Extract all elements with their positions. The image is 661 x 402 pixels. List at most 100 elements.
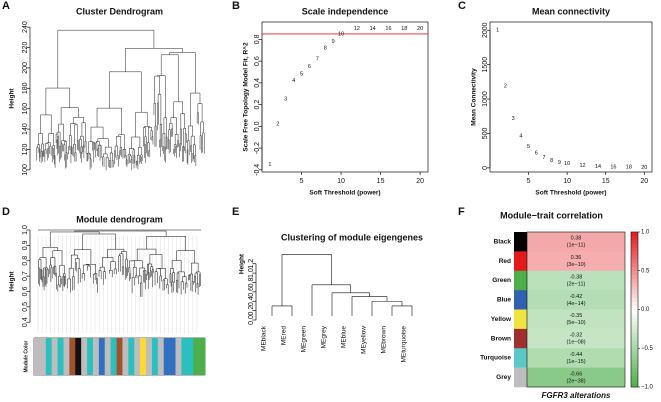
module-color (81, 338, 88, 375)
color-scale-step (631, 263, 638, 268)
row-label: Yellow (491, 316, 512, 323)
color-scale-label: 0.5 (641, 268, 650, 274)
color-scale-step (631, 278, 638, 283)
point-label: 16 (385, 26, 391, 32)
y-axis-label: Height (239, 253, 246, 274)
y-tick-label: 0.8 (22, 256, 29, 266)
point-label: 8 (324, 46, 327, 52)
point-label: 12 (580, 163, 586, 169)
y-tick-label: 0.6 (22, 287, 29, 297)
chart-title: Cluster Dendrogram (76, 6, 163, 16)
module-color (163, 338, 170, 375)
y-tick-label: 0.7 (22, 271, 29, 281)
module-color (34, 338, 41, 375)
module-color (104, 338, 111, 375)
leaf-label: MEblue (341, 326, 348, 348)
row-label: Grey (496, 374, 511, 381)
module-color (151, 338, 159, 375)
point-label: 3 (512, 116, 515, 122)
module-color (63, 338, 70, 375)
x-axis-label: Soft Threshold (power) (535, 190, 606, 197)
heat-cell (527, 290, 625, 310)
y-tick-label: 0.0 (248, 315, 255, 325)
module-color (169, 338, 176, 375)
color-scale-step (631, 356, 638, 361)
y-tick-label: 0.6 (248, 287, 255, 297)
module-color (116, 338, 123, 375)
color-scale-step (631, 340, 638, 345)
module-swatch (514, 309, 527, 330)
point-label: 14 (370, 26, 376, 32)
heat-cell (527, 348, 625, 368)
row-label: Blue (497, 297, 511, 304)
module-color (157, 338, 165, 375)
point-label: 18 (626, 165, 632, 171)
cell-value: -0.42 (570, 294, 583, 300)
color-scale-step (631, 282, 638, 287)
point-label: 12 (354, 26, 360, 32)
cell-value: -0.38 (570, 274, 583, 280)
module-color (146, 338, 153, 375)
point-label: 5 (300, 72, 303, 78)
color-scale-step (631, 274, 638, 279)
point-label: 16 (610, 164, 616, 170)
point-label: 4 (519, 134, 522, 140)
point-label: 4 (292, 78, 295, 84)
y-tick-label: 240 (22, 21, 29, 33)
color-scale-step (631, 328, 638, 334)
color-scale-label: −0.5 (641, 346, 654, 352)
point-label: 5 (527, 144, 530, 150)
module-color (110, 338, 117, 375)
cell-pvalue: (4e−14) (566, 301, 585, 307)
chart-title: Scale independence (302, 6, 389, 16)
y-tick-label: 2000 (482, 22, 489, 38)
module-color (175, 338, 182, 375)
point-label: 14 (595, 164, 601, 170)
point-label: 7 (316, 56, 319, 62)
y-tick-label: 500 (482, 128, 489, 140)
point-label: 2 (504, 83, 507, 89)
color-scale-step (631, 286, 638, 291)
panel-letter: A (2, 0, 10, 12)
color-bar-label: Module Color (23, 340, 29, 372)
module-color (187, 338, 194, 375)
cell-pvalue: (3e−10) (566, 262, 585, 268)
color-scale-step (631, 383, 638, 388)
leaf-label: MEbrown (381, 326, 388, 354)
color-scale-step (631, 352, 638, 357)
y-tick-label: -0.4 (254, 164, 261, 176)
panel-letter: D (2, 206, 10, 218)
y-tick-label: 0.6 (254, 56, 261, 66)
panel-letter: C (458, 0, 466, 12)
panel-letter: B (232, 0, 240, 12)
y-tick-label: 0.4 (254, 78, 261, 88)
cell-pvalue: (2e−11) (567, 281, 586, 287)
y-axis-label: Scale Free Topology Model Fit, R^2 (242, 42, 250, 152)
module-swatch (514, 270, 527, 291)
color-scale-step (631, 290, 638, 295)
y-tick-label: 1500 (482, 57, 489, 73)
y-tick-label: 0.4 (248, 296, 255, 306)
color-scale-step (631, 363, 638, 368)
y-axis-label: Height (9, 271, 16, 292)
x-axis-label: Soft Threshold (power) (309, 190, 380, 197)
panel-letter: E (232, 206, 239, 218)
point-label: 9 (558, 160, 561, 166)
x-tick-label: 10 (337, 178, 345, 185)
cell-value: -0.66 (570, 371, 583, 377)
module-color (87, 338, 94, 375)
module-swatch (514, 290, 527, 310)
leaf-label: MEyellow (361, 326, 368, 354)
color-scale-step (631, 255, 638, 260)
module-color (134, 338, 141, 375)
module-color (128, 338, 135, 375)
module-swatch (514, 367, 527, 388)
point-label: 20 (641, 165, 647, 171)
heat-cell (527, 232, 625, 252)
cell-value: -0.44 (570, 352, 583, 358)
row-label: Black (494, 238, 512, 245)
cell-value: 0.36 (571, 255, 582, 261)
point-label: 9 (332, 39, 335, 45)
y-tick-label: 1.0 (248, 268, 255, 278)
